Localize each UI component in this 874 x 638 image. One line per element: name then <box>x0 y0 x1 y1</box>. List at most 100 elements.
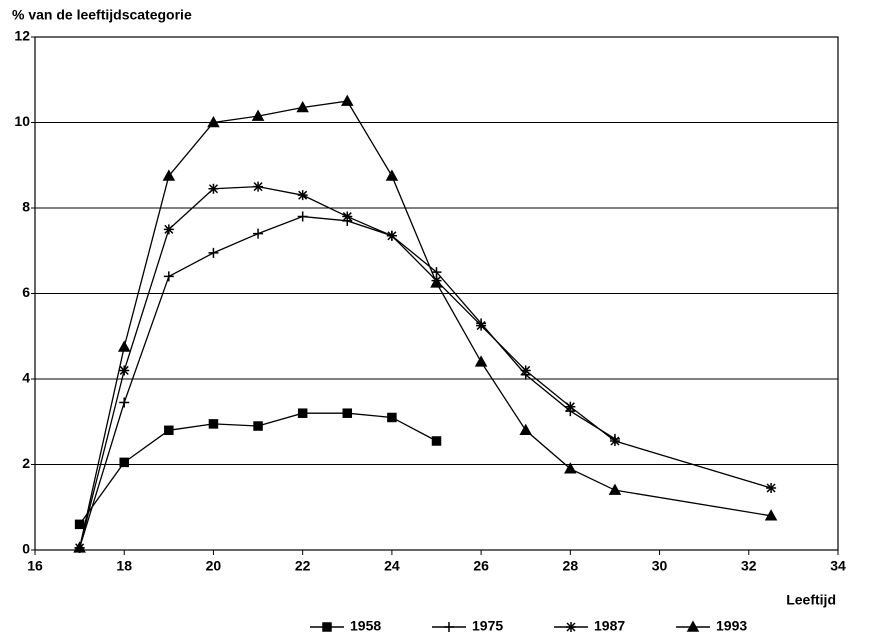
marker <box>764 509 778 521</box>
marker <box>253 228 264 239</box>
marker-x <box>387 231 397 241</box>
plot-frame <box>34 36 839 551</box>
y-axis-label: % van de leeftijdscategorie <box>12 7 192 23</box>
marker <box>297 190 308 201</box>
marker <box>565 401 576 412</box>
marker-x <box>566 622 576 632</box>
marker-square <box>431 436 442 446</box>
marker-plus <box>444 622 454 632</box>
marker <box>208 419 219 429</box>
marker-x <box>476 321 486 331</box>
marker-x <box>610 436 620 446</box>
marker-triangle <box>341 94 354 106</box>
marker-square <box>119 457 129 468</box>
marker <box>297 408 308 418</box>
marker <box>608 483 622 495</box>
marker <box>117 340 131 352</box>
x-tick-label: 30 <box>652 558 668 574</box>
series-line <box>78 215 616 549</box>
marker-triangle <box>251 109 265 121</box>
marker <box>431 436 442 446</box>
marker <box>296 100 309 113</box>
marker-x <box>342 212 352 222</box>
marker <box>162 169 176 181</box>
marker-x <box>253 182 263 192</box>
marker <box>519 423 532 436</box>
marker-square <box>387 412 397 423</box>
series-line <box>78 100 772 549</box>
marker-square <box>74 519 85 530</box>
y-tick-label: 10 <box>14 113 30 129</box>
x-tick-label: 26 <box>473 558 489 574</box>
x-tick-label: 34 <box>830 558 846 574</box>
marker-plus <box>119 397 130 408</box>
marker-triangle <box>385 169 399 181</box>
marker <box>430 276 443 288</box>
marker-triangle <box>519 423 532 436</box>
marker-triangle <box>474 355 488 367</box>
marker <box>119 457 129 468</box>
marker <box>73 541 86 553</box>
marker-plus <box>208 247 219 258</box>
x-tick-label: 22 <box>295 558 311 574</box>
marker <box>251 109 265 121</box>
marker-x <box>521 365 531 375</box>
legend-label: 1993 <box>716 618 747 634</box>
marker <box>385 169 399 181</box>
marker-x <box>565 402 575 412</box>
y-tick-label: 12 <box>14 28 30 44</box>
series-line <box>78 185 772 549</box>
marker <box>208 183 219 194</box>
marker <box>163 224 174 235</box>
marker-square <box>322 622 332 632</box>
x-axis-label: Leeftijd <box>786 592 836 608</box>
x-tick-label: 24 <box>384 558 400 574</box>
marker-triangle <box>162 169 176 181</box>
marker <box>444 622 454 632</box>
x-tick-label: 28 <box>563 558 579 574</box>
marker <box>253 421 263 431</box>
marker-plus <box>163 271 174 282</box>
marker-triangle <box>608 483 622 495</box>
marker <box>208 247 219 258</box>
marker <box>387 412 397 423</box>
marker-x <box>766 483 776 493</box>
marker <box>342 408 353 418</box>
y-tick-label: 6 <box>22 284 30 300</box>
marker-triangle <box>764 509 778 521</box>
marker <box>163 271 174 282</box>
marker <box>609 435 620 446</box>
marker <box>342 211 353 222</box>
marker <box>119 397 130 408</box>
legend-label: 1958 <box>350 618 381 634</box>
marker <box>474 355 488 367</box>
marker-plus <box>297 211 308 222</box>
y-tick-label: 0 <box>22 541 30 557</box>
marker <box>164 425 174 436</box>
marker <box>686 620 700 632</box>
marker <box>476 320 487 331</box>
marker-triangle <box>564 462 577 474</box>
marker <box>341 94 354 106</box>
marker <box>297 211 308 222</box>
marker <box>566 622 576 632</box>
y-tick-label: 8 <box>22 199 30 215</box>
marker-square <box>164 425 174 436</box>
marker-square <box>342 408 353 418</box>
marker <box>322 622 332 632</box>
marker <box>207 115 220 128</box>
marker-triangle <box>117 340 131 352</box>
marker <box>520 365 531 376</box>
marker-x <box>298 190 308 200</box>
x-tick-label: 32 <box>741 558 757 574</box>
marker <box>431 267 442 278</box>
marker <box>119 365 130 376</box>
marker-square <box>208 419 219 429</box>
marker-triangle <box>73 541 86 553</box>
marker <box>253 181 264 192</box>
marker <box>386 230 397 241</box>
marker <box>766 483 777 494</box>
marker-square <box>253 421 263 431</box>
